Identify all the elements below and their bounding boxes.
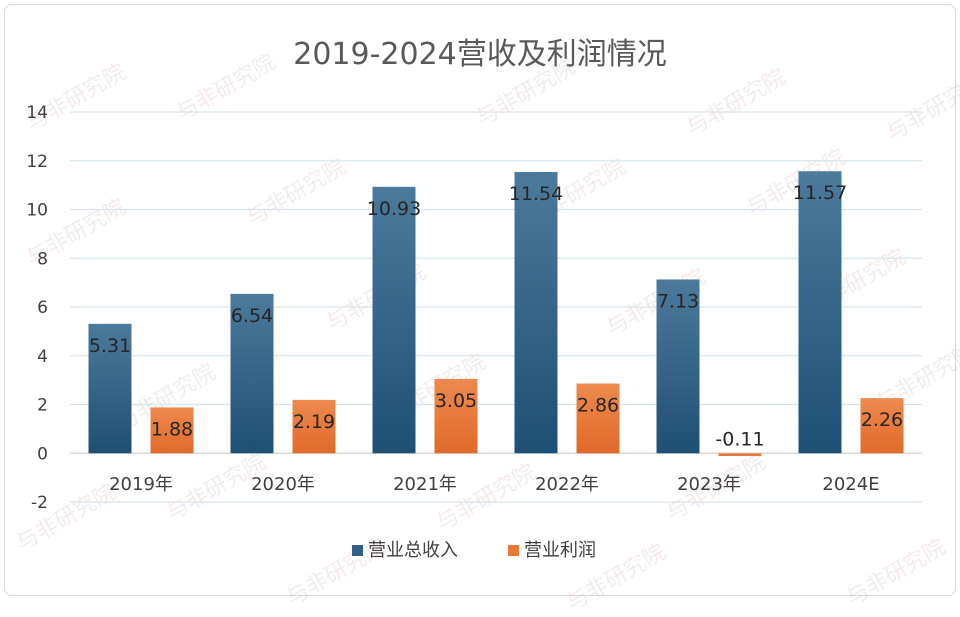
y-tick-label: 10 [26,201,48,221]
data-label: 11.57 [793,182,847,204]
profit-bar [292,399,336,454]
y-axis: -2 0 2 4 6 8 10 12 14 [26,103,48,513]
y-tick-label: 2 [37,396,48,416]
data-label: 11.54 [509,183,563,205]
revenue-bar-swatch [352,545,363,556]
x-tick-label: 2021年 [393,474,457,495]
legend-label: 营业利润 [524,540,596,561]
revenue-bar [798,171,842,454]
profit-bar [434,378,478,454]
revenue-bar [230,293,274,454]
data-label: 7.13 [657,290,699,312]
y-tick-label: 14 [26,103,48,123]
x-tick-label: 2020年 [251,474,315,495]
data-label: 5.31 [89,335,131,357]
data-label: 2.86 [577,395,619,417]
y-tick-label: 12 [26,152,48,172]
profit-bar [150,407,194,454]
data-label: 3.05 [435,390,477,412]
revenue-bar [372,186,416,454]
y-tick-label: -2 [31,493,48,513]
bars: 5.31 1.88 6.54 2.19 10.93 3.05 11.54 2.86 7.13 -0… [88,171,904,456]
profit-bar [576,383,620,454]
data-label: 2.19 [293,411,335,433]
data-label: 1.88 [151,418,193,440]
y-tick-label: 0 [37,444,48,464]
x-tick-label: 2023年 [677,474,741,495]
revenue-bar [88,323,132,454]
bar-chart: 2019-2024营收及利润情况 -2 0 2 4 6 8 10 12 14 5.31 1.88 6… [26,37,922,561]
x-tick-label: 2019年 [109,474,173,495]
data-label: 6.54 [231,305,273,327]
x-tick-label: 2024E [822,474,879,495]
data-label: 10.93 [367,198,421,220]
profit-bar [718,453,762,456]
y-tick-label: 4 [37,347,48,367]
chart-frame [4,4,956,596]
y-tick-label: 8 [37,249,48,269]
gridlines [70,111,922,503]
data-label: -0.11 [715,428,764,450]
y-tick-label: 6 [37,298,48,318]
legend: 营业总收入 营业利润 [352,540,596,561]
revenue-bar [514,171,558,454]
profit-bar [860,398,904,454]
revenue-bar [656,279,700,454]
profit-bar-swatch [508,545,519,556]
legend-label: 营业总收入 [368,540,458,561]
chart-title: 2019-2024营收及利润情况 [293,37,667,72]
x-tick-label: 2022年 [535,474,599,495]
data-label: 2.26 [861,409,903,431]
x-axis: 2019年 2020年 2021年 2022年 2023年 2024E [109,474,880,495]
